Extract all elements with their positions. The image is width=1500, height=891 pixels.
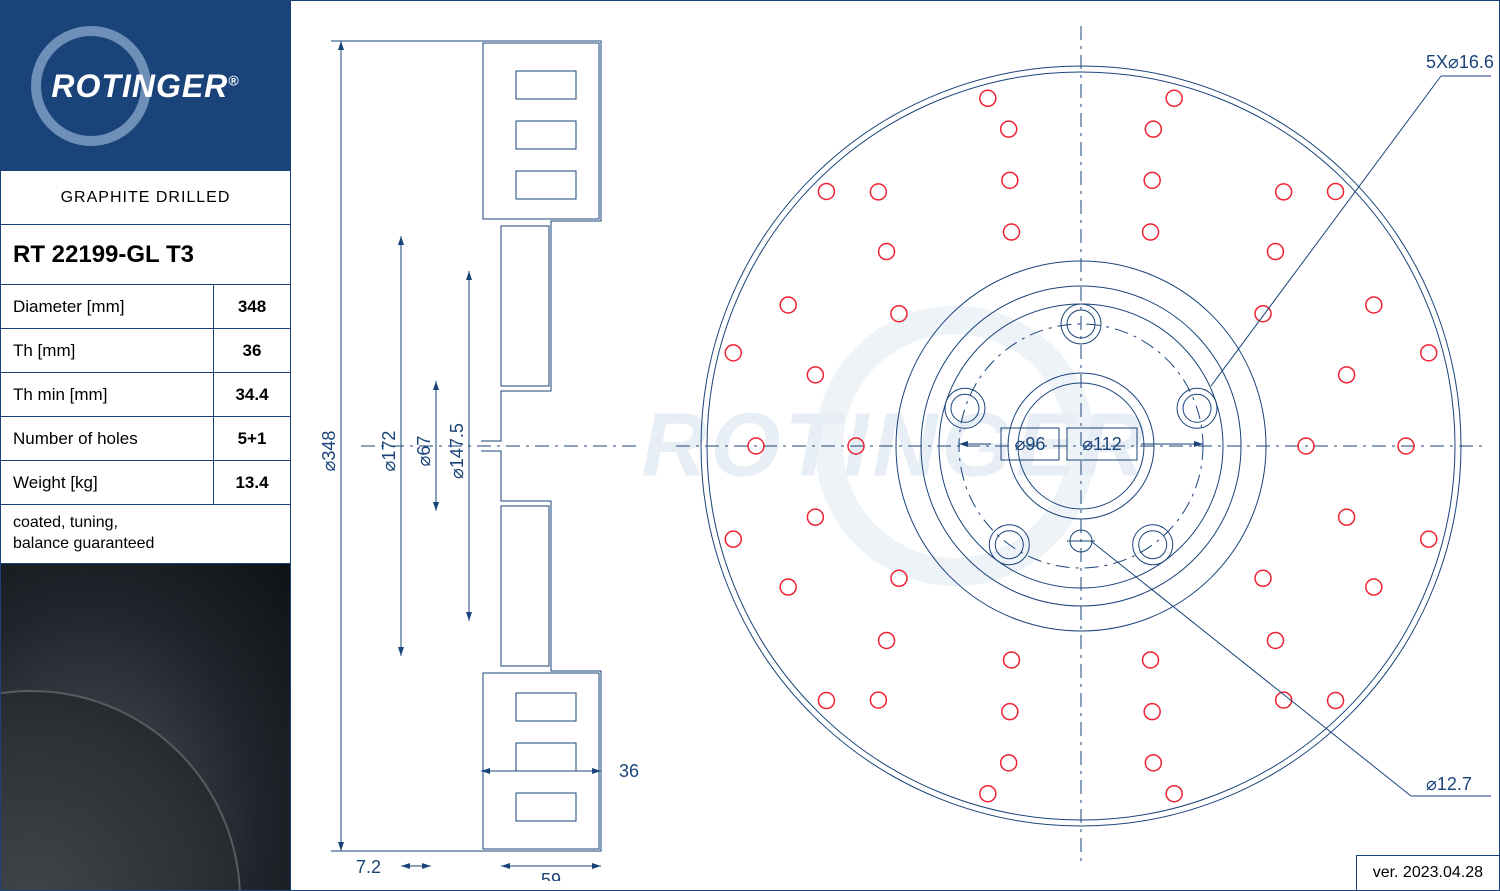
drilled-hole-icon: [807, 509, 823, 525]
spec-label: Weight [kg]: [1, 461, 214, 504]
spec-row: Weight [kg] 13.4: [1, 461, 290, 505]
drilled-hole-icon: [1267, 244, 1283, 260]
drilled-hole-icon: [1143, 652, 1159, 668]
spec-row: Number of holes 5+1: [1, 417, 290, 461]
drilled-hole-icon: [1145, 121, 1161, 137]
drilled-hole-icon: [725, 345, 741, 361]
registered-mark: ®: [228, 72, 239, 88]
drilled-hole-icon: [891, 570, 907, 586]
cross-section-view: ⌀348 ⌀172 ⌀67 ⌀147.5 36 7.2 59: [301, 11, 661, 881]
front-view: 5X⌀16.6 ⌀96 ⌀112 ⌀12.7: [666, 11, 1496, 881]
spec-label: Number of holes: [1, 417, 214, 460]
drilled-hole-icon: [1145, 755, 1161, 771]
spec-note: coated, tuning, balance guaranteed: [1, 505, 290, 564]
dim-depth: 59: [541, 870, 561, 881]
drilled-hole-icon: [1144, 704, 1160, 720]
spec-label: Th min [mm]: [1, 373, 214, 416]
photo-disc-icon: [1, 690, 241, 890]
drilled-hole-icon: [1421, 531, 1437, 547]
drilled-hole-icon: [1328, 693, 1344, 709]
dim-172: ⌀172: [379, 431, 399, 472]
spec-row: Diameter [mm] 348: [1, 285, 290, 329]
drilled-hole-icon: [1166, 786, 1182, 802]
product-photo: [1, 564, 290, 890]
callout-bolt-spec: 5X⌀16.6: [1426, 52, 1494, 72]
drilled-hole-icon: [879, 632, 895, 648]
section-top: [481, 41, 601, 441]
spec-value: 36: [214, 341, 290, 361]
brand-name: ROTINGER®: [51, 68, 239, 105]
drilled-hole-icon: [1339, 509, 1355, 525]
drilled-hole-icon: [780, 579, 796, 595]
dim-thickness: 36: [619, 761, 639, 781]
drilled-hole-icon: [1002, 172, 1018, 188]
drilled-hole-icon: [1003, 224, 1019, 240]
callout-d112: ⌀112: [1082, 434, 1122, 454]
spec-label: Diameter [mm]: [1, 285, 214, 328]
product-type: GRAPHITE DRILLED: [1, 171, 290, 225]
drilled-hole-icon: [780, 297, 796, 313]
drilled-hole-icon: [807, 367, 823, 383]
drilled-hole-icon: [1421, 345, 1437, 361]
section-bottom: [481, 451, 601, 851]
callout-d96: ⌀96: [1015, 434, 1046, 454]
drilled-hole-icon: [1366, 297, 1382, 313]
spec-value: 5+1: [214, 429, 290, 449]
drilled-hole-icon: [1339, 367, 1355, 383]
drilled-hole-icon: [1143, 224, 1159, 240]
drilled-hole-icon: [980, 90, 996, 106]
dim-offset: 7.2: [356, 857, 381, 877]
drilled-hole-icon: [870, 692, 886, 708]
drilled-hole-icon: [1001, 755, 1017, 771]
spec-row: Th min [mm] 34.4: [1, 373, 290, 417]
part-number: RT 22199-GL T3: [1, 225, 290, 285]
drilled-hole-icon: [1328, 183, 1344, 199]
drilled-hole-icon: [1144, 172, 1160, 188]
drilled-hole-icon: [1001, 121, 1017, 137]
drilled-hole-icon: [980, 786, 996, 802]
drilled-hole-icon: [1166, 90, 1182, 106]
dim-outer-dia: ⌀348: [319, 431, 339, 472]
brand-text: ROTINGER: [51, 68, 228, 104]
drilled-hole-icon: [1267, 632, 1283, 648]
drilled-hole-icon: [725, 531, 741, 547]
drilled-hole-icon: [891, 306, 907, 322]
drilled-hole-icon: [1003, 652, 1019, 668]
spec-label: Th [mm]: [1, 329, 214, 372]
drawing-area: ROTINGER: [291, 1, 1499, 890]
callout-locator: ⌀12.7: [1426, 774, 1472, 794]
drilled-hole-icon: [1366, 579, 1382, 595]
spec-value: 13.4: [214, 473, 290, 493]
spec-value: 348: [214, 297, 290, 317]
spec-panel: ROTINGER® GRAPHITE DRILLED RT 22199-GL T…: [1, 1, 291, 890]
logo-box: ROTINGER®: [1, 1, 290, 171]
spec-value: 34.4: [214, 385, 290, 405]
drilled-hole-icon: [1276, 184, 1292, 200]
drilled-hole-icon: [870, 184, 886, 200]
drilled-hole-icon: [1255, 570, 1271, 586]
drilled-hole-icon: [879, 244, 895, 260]
dim-147-5: ⌀147.5: [447, 423, 467, 479]
drilled-hole-icon: [818, 693, 834, 709]
spec-row: Th [mm] 36: [1, 329, 290, 373]
dim-67: ⌀67: [414, 436, 434, 467]
drilled-hole-icon: [1002, 704, 1018, 720]
drilled-hole-icon: [818, 183, 834, 199]
